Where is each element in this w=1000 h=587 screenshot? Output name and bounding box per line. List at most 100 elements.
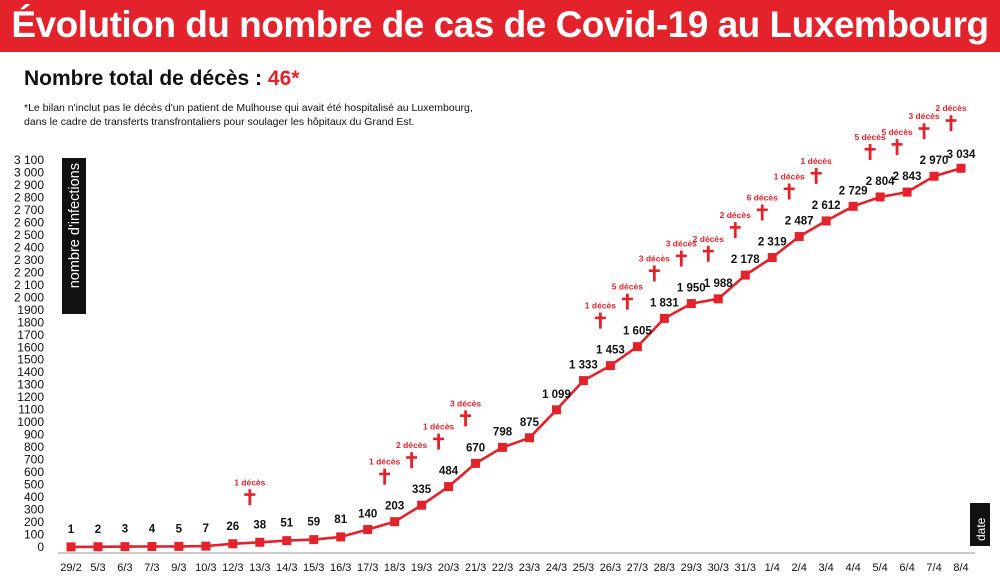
y-tick-label: 600 bbox=[24, 465, 44, 479]
x-tick-label: 7/4 bbox=[926, 562, 941, 574]
death-label: 3 décès bbox=[908, 111, 939, 121]
value-label: 2 319 bbox=[758, 236, 787, 248]
x-tick-label: 29/2 bbox=[60, 562, 81, 574]
x-tick-label: 20/3 bbox=[438, 562, 459, 574]
y-tick-label: 1000 bbox=[17, 415, 44, 429]
total-deaths: Nombre total de décès : 46* bbox=[24, 67, 299, 91]
death-label: 1 décès bbox=[585, 301, 616, 311]
x-tick-label: 5/4 bbox=[872, 562, 887, 574]
death-label: 5 décès bbox=[612, 282, 643, 292]
x-tick-label: 17/3 bbox=[357, 562, 378, 574]
y-tick-label: 1500 bbox=[17, 353, 44, 367]
x-tick-label: 10/3 bbox=[195, 562, 216, 574]
total-deaths-value: 46* bbox=[267, 67, 300, 90]
latin-cross-icon bbox=[433, 433, 445, 450]
latin-cross-icon bbox=[594, 312, 606, 329]
value-label: 1 831 bbox=[650, 297, 679, 309]
latin-cross-icon bbox=[702, 245, 714, 262]
latin-cross-icon bbox=[918, 123, 930, 140]
death-label: 1 décès bbox=[801, 156, 832, 166]
chart-title: Évolution du nombre de cas de Covid-19 a… bbox=[11, 4, 989, 45]
value-label: 2 487 bbox=[785, 216, 814, 228]
x-tick-label: 22/3 bbox=[492, 562, 513, 574]
value-label: 2 970 bbox=[920, 155, 949, 167]
value-label: 3 034 bbox=[947, 149, 976, 161]
death-label: 3 décès bbox=[666, 239, 697, 249]
latin-cross-icon bbox=[460, 410, 472, 427]
y-tick-label: 200 bbox=[24, 515, 44, 529]
data-point bbox=[255, 537, 265, 547]
death-label: 1 décès bbox=[774, 172, 805, 182]
value-label: 2 bbox=[95, 524, 101, 536]
death-label: 2 décès bbox=[720, 210, 751, 220]
value-label: 38 bbox=[253, 519, 266, 531]
value-label: 875 bbox=[520, 417, 540, 429]
data-point bbox=[956, 163, 966, 173]
latin-cross-icon bbox=[729, 222, 741, 239]
y-tick-label: 1200 bbox=[17, 390, 44, 404]
x-axis-title: date bbox=[974, 517, 988, 541]
value-label: 1 605 bbox=[623, 326, 652, 338]
y-tick-label: 900 bbox=[24, 428, 44, 442]
y-tick-label: 2 100 bbox=[14, 278, 44, 292]
latin-cross-icon bbox=[379, 468, 391, 485]
value-label: 2 843 bbox=[893, 171, 922, 183]
x-tick-label: 25/3 bbox=[573, 562, 594, 574]
death-label: 2 décès bbox=[396, 440, 427, 450]
value-label: 335 bbox=[412, 484, 432, 496]
x-tick-label: 16/3 bbox=[330, 562, 351, 574]
value-label: 203 bbox=[385, 501, 404, 513]
data-point bbox=[120, 542, 130, 552]
y-axis-title: nombre d'infections bbox=[67, 163, 83, 288]
value-label: 1 453 bbox=[596, 345, 625, 357]
y-tick-label: 300 bbox=[24, 503, 44, 517]
x-tick-label: 24/3 bbox=[546, 562, 567, 574]
value-label: 1 950 bbox=[677, 283, 706, 295]
data-point bbox=[309, 535, 319, 545]
y-tick-label: 2 500 bbox=[14, 228, 44, 242]
data-point bbox=[444, 482, 454, 492]
latin-cross-icon bbox=[891, 139, 903, 156]
value-label: 484 bbox=[439, 466, 459, 478]
latin-cross-icon bbox=[406, 452, 418, 469]
data-point bbox=[659, 313, 669, 323]
y-tick-label: 700 bbox=[24, 453, 44, 467]
data-point bbox=[498, 442, 508, 452]
y-axis-title-box bbox=[62, 158, 86, 314]
value-label: 59 bbox=[307, 517, 320, 529]
x-tick-label: 1/4 bbox=[765, 562, 780, 574]
latin-cross-icon bbox=[756, 204, 768, 221]
latin-cross-icon bbox=[945, 115, 957, 132]
value-label: 3 bbox=[122, 524, 128, 536]
data-point bbox=[336, 532, 346, 542]
y-tick-label: 1900 bbox=[17, 303, 44, 317]
data-point bbox=[174, 541, 184, 551]
footnote-line-1: *Le bilan n'inclut pas le décès d'un pat… bbox=[24, 102, 473, 114]
x-tick-label: 18/3 bbox=[384, 562, 405, 574]
value-label: 798 bbox=[493, 426, 513, 438]
x-tick-label: 26/3 bbox=[600, 562, 621, 574]
y-tick-label: 2 200 bbox=[14, 265, 44, 279]
data-point bbox=[605, 361, 615, 371]
death-label: 5 décès bbox=[881, 127, 912, 137]
x-tick-label: 12/3 bbox=[222, 562, 243, 574]
x-tick-label: 31/3 bbox=[735, 562, 756, 574]
data-point bbox=[767, 252, 777, 262]
y-tick-label: 3 000 bbox=[14, 165, 44, 179]
y-tick-label: 2 000 bbox=[14, 290, 44, 304]
y-tick-label: 1600 bbox=[17, 340, 44, 354]
death-label: 1 décès bbox=[234, 477, 265, 487]
value-label: 670 bbox=[466, 442, 485, 454]
x-tick-label: 23/3 bbox=[519, 562, 540, 574]
title-bar bbox=[0, 0, 1000, 52]
footnote: *Le bilan n'inclut pas le décès d'un pat… bbox=[24, 101, 473, 129]
footnote-line-2: dans le cadre de transferts transfrontal… bbox=[24, 116, 415, 128]
value-label: 2 178 bbox=[731, 254, 760, 266]
y-tick-label: 3 100 bbox=[14, 153, 44, 167]
death-label: 3 décès bbox=[450, 398, 481, 408]
value-label: 5 bbox=[176, 523, 183, 535]
x-axis-title-box bbox=[970, 503, 990, 546]
y-tick-label: 2 400 bbox=[14, 240, 44, 254]
latin-cross-icon bbox=[648, 265, 660, 282]
